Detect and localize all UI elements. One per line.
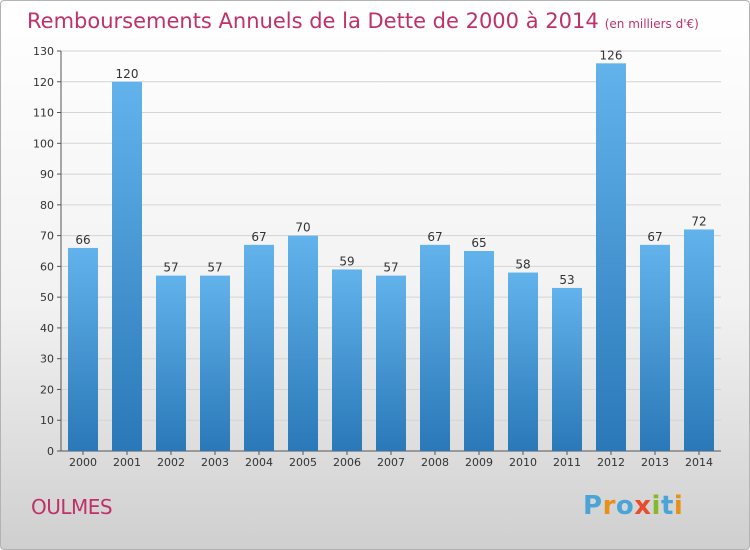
y-tick-label: 70 <box>40 230 54 243</box>
data-label: 72 <box>691 214 706 228</box>
y-tick-label: 30 <box>40 353 54 366</box>
bar <box>596 63 626 452</box>
data-label: 59 <box>339 254 354 268</box>
bar <box>508 272 538 451</box>
chart-title: Remboursements Annuels de la Dette de 20… <box>27 9 699 33</box>
y-tick-label: 100 <box>33 137 54 150</box>
data-label: 57 <box>163 261 178 275</box>
y-tick-label: 20 <box>40 383 54 396</box>
bar <box>464 251 494 451</box>
x-tick-label: 2010 <box>509 456 537 469</box>
x-tick-label: 2012 <box>597 456 625 469</box>
logo-letter: i <box>673 491 684 521</box>
data-label: 67 <box>427 230 442 244</box>
x-tick-label: 2001 <box>113 456 141 469</box>
y-tick-label: 10 <box>40 414 54 427</box>
data-label: 126 <box>600 48 623 62</box>
bar <box>244 244 274 451</box>
bar <box>200 275 230 451</box>
x-tick-label: 2007 <box>377 456 405 469</box>
x-tick-label: 2014 <box>685 456 713 469</box>
x-tick-label: 2013 <box>641 456 669 469</box>
logo-letter: r <box>602 491 616 521</box>
x-tick-label: 2002 <box>157 456 185 469</box>
bar <box>640 244 670 451</box>
x-tick-label: 2009 <box>465 456 493 469</box>
data-label: 66 <box>75 233 90 247</box>
data-label: 53 <box>559 273 574 287</box>
x-tick-label: 2008 <box>421 456 449 469</box>
x-tick-label: 2004 <box>245 456 273 469</box>
bar <box>332 269 362 451</box>
data-label: 67 <box>251 230 266 244</box>
data-label: 57 <box>383 261 398 275</box>
bar <box>420 244 450 451</box>
data-label: 65 <box>471 236 486 250</box>
data-label: 57 <box>207 261 222 275</box>
logo-letter: x <box>634 491 652 521</box>
x-tick-label: 2006 <box>333 456 361 469</box>
bar <box>112 81 142 452</box>
y-tick-label: 130 <box>33 45 54 58</box>
data-label: 70 <box>295 221 310 235</box>
logo-letter: i <box>651 491 661 521</box>
data-label: 120 <box>116 67 139 81</box>
bar <box>552 287 582 451</box>
y-tick-label: 60 <box>40 260 54 273</box>
unit-label: (en milliers d'€) <box>604 17 699 31</box>
logo-letter: P <box>583 491 603 521</box>
title-text: Remboursements Annuels de la Dette de 20… <box>27 9 599 33</box>
bar <box>288 235 318 451</box>
y-tick-label: 80 <box>40 199 54 212</box>
bar <box>68 247 98 451</box>
y-tick-label: 40 <box>40 322 54 335</box>
logo-letter: o <box>615 491 635 521</box>
logo-letter: t <box>660 491 674 521</box>
proxiti-logo[interactable]: Proxiti <box>583 491 683 521</box>
y-tick-label: 120 <box>33 76 54 89</box>
x-tick-label: 2005 <box>289 456 317 469</box>
y-tick-label: 0 <box>47 445 54 458</box>
x-tick-label: 2003 <box>201 456 229 469</box>
data-label: 58 <box>515 258 530 272</box>
y-tick-label: 90 <box>40 168 54 181</box>
y-tick-label: 110 <box>33 107 54 120</box>
bar <box>684 229 714 451</box>
data-label: 67 <box>647 230 662 244</box>
bar <box>156 275 186 451</box>
y-tick-label: 50 <box>40 291 54 304</box>
commune-name: OULMES <box>31 495 113 519</box>
x-tick-label: 2000 <box>69 456 97 469</box>
bar <box>376 275 406 451</box>
x-tick-label: 2011 <box>553 456 581 469</box>
